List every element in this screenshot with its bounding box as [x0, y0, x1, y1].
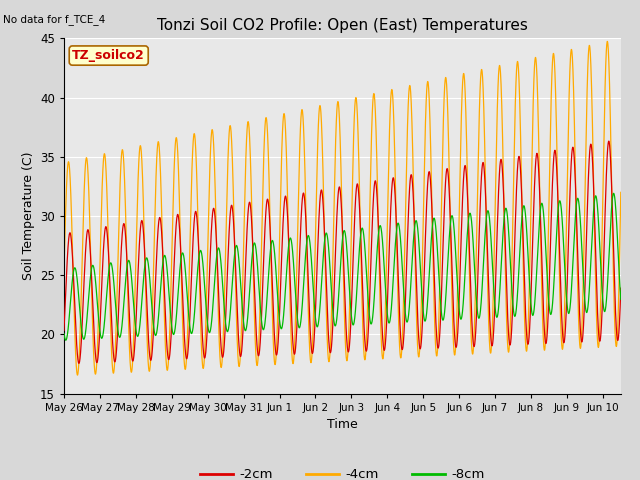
- Legend: -2cm, -4cm, -8cm: -2cm, -4cm, -8cm: [195, 463, 490, 480]
- Text: TZ_soilco2: TZ_soilco2: [72, 49, 145, 62]
- Title: Tonzi Soil CO2 Profile: Open (East) Temperatures: Tonzi Soil CO2 Profile: Open (East) Temp…: [157, 18, 528, 33]
- Y-axis label: Soil Temperature (C): Soil Temperature (C): [22, 152, 35, 280]
- Text: No data for f_TCE_4: No data for f_TCE_4: [3, 14, 106, 25]
- X-axis label: Time: Time: [327, 418, 358, 431]
